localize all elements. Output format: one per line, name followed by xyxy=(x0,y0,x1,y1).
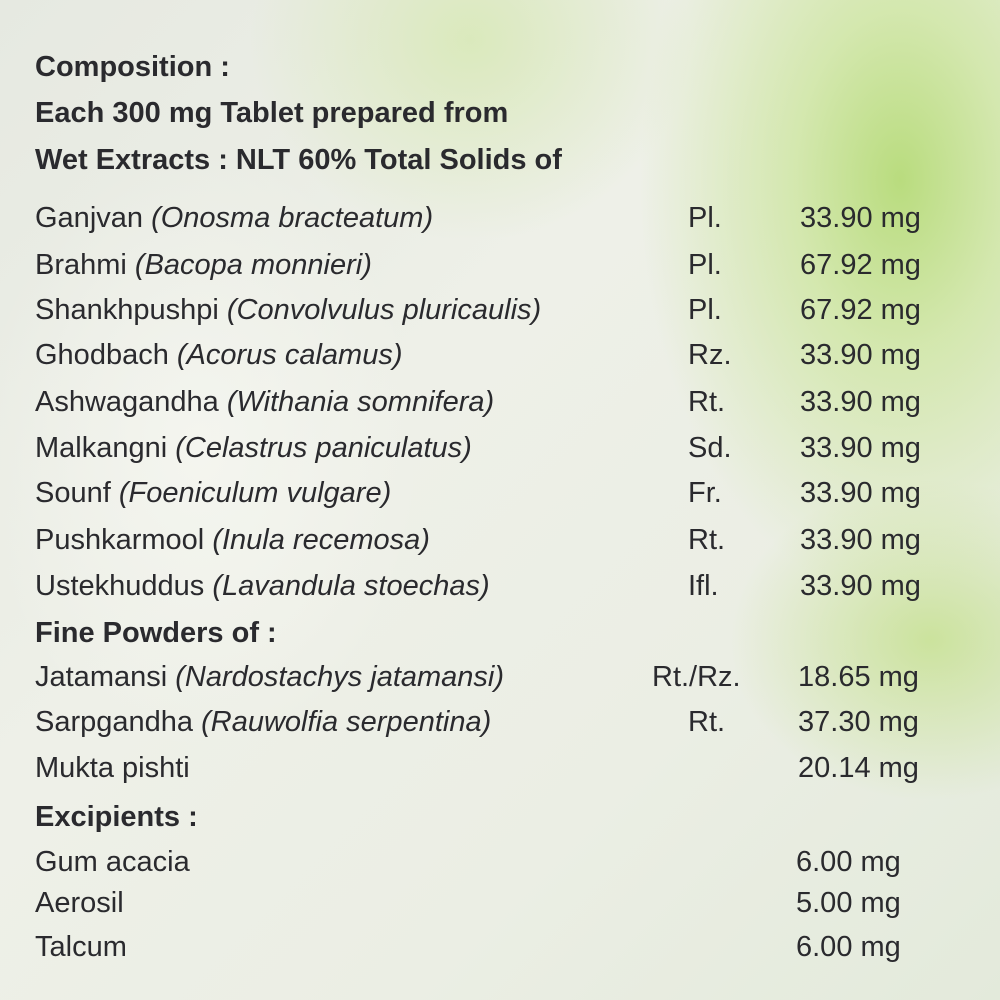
amount: 33.90 mg xyxy=(800,524,921,556)
common-name: Ashwagandha xyxy=(35,386,219,418)
ingredient-row: Sounf (Foeniculum vulgare) Fr. 33.90 mg xyxy=(0,473,1000,513)
amount: 33.90 mg xyxy=(800,432,921,464)
plant-part: Sd. xyxy=(688,432,732,464)
amount: 33.90 mg xyxy=(800,477,921,509)
ingredient-row: Talcum 6.00 mg xyxy=(0,927,1000,967)
common-name: Aerosil xyxy=(35,887,124,919)
latin-name: (Bacopa monnieri) xyxy=(134,249,372,281)
amount: 6.00 mg xyxy=(796,846,901,878)
ingredient-name: Aerosil xyxy=(35,883,124,923)
latin-name: (Withania somnifera) xyxy=(226,386,495,418)
common-name: Jatamansi xyxy=(35,661,168,693)
wet-extracts-heading: Wet Extracts : NLT 60% Total Solids of xyxy=(35,144,562,176)
plant-part: Rz. xyxy=(688,339,732,371)
common-name: Ganjvan xyxy=(35,202,144,234)
amount: 67.92 mg xyxy=(800,249,921,281)
amount: 18.65 mg xyxy=(798,661,919,693)
common-name: Gum acacia xyxy=(35,846,190,878)
ingredient-name: Ustekhuddus (Lavandula stoechas) xyxy=(35,566,490,606)
plant-part: Rt. xyxy=(688,524,726,556)
common-name: Sounf xyxy=(35,477,111,509)
latin-name: (Nardostachys jatamansi) xyxy=(175,661,505,693)
latin-name: (Onosma bracteatum) xyxy=(151,202,434,234)
plant-part: Pl. xyxy=(688,249,722,281)
plant-part: Pl. xyxy=(688,202,722,234)
ingredient-row: Sarpgandha (Rauwolfia serpentina) Rt. 37.3… xyxy=(0,702,1000,742)
common-name: Sarpgandha xyxy=(35,706,194,738)
latin-name: (Acorus calamus) xyxy=(176,339,403,371)
common-name: Pushkarmool xyxy=(35,524,205,556)
excipients-heading: Excipients : xyxy=(35,801,198,833)
ingredient-row: Ghodbach (Acorus calamus) Rz. 33.90 mg xyxy=(0,335,1000,375)
ingredient-name: Brahmi (Bacopa monnieri) xyxy=(35,245,372,285)
common-name: Malkangni xyxy=(35,432,168,464)
plant-part: Ifl. xyxy=(688,570,719,602)
plant-part: Rt. xyxy=(688,706,726,738)
amount: 5.00 mg xyxy=(796,887,901,919)
latin-name: (Celastrus paniculatus) xyxy=(175,432,472,464)
plant-part: Fr. xyxy=(688,477,722,509)
ingredient-row: Aerosil 5.00 mg xyxy=(0,883,1000,923)
common-name: Brahmi xyxy=(35,249,127,281)
ingredient-row: Jatamansi (Nardostachys jatamansi) Rt./Rz… xyxy=(0,657,1000,697)
amount: 37.30 mg xyxy=(798,706,919,738)
latin-name: (Foeniculum vulgare) xyxy=(118,477,392,509)
amount: 33.90 mg xyxy=(800,386,921,418)
ingredient-row: Gum acacia 6.00 mg xyxy=(0,842,1000,882)
amount: 67.92 mg xyxy=(800,294,921,326)
plant-part: Rt./Rz. xyxy=(652,661,741,693)
latin-name: (Rauwolfia serpentina) xyxy=(201,706,492,738)
plant-part: Pl. xyxy=(688,294,722,326)
ingredient-name: Sarpgandha (Rauwolfia serpentina) xyxy=(35,702,491,742)
common-name: Ghodbach xyxy=(35,339,169,371)
common-name: Ustekhuddus xyxy=(35,570,205,602)
ingredient-row: Brahmi (Bacopa monnieri) Pl. 67.92 mg xyxy=(0,245,1000,285)
ingredient-name: Pushkarmool (Inula recemosa) xyxy=(35,520,430,560)
ingredient-row: Ashwagandha (Withania somnifera) Rt. 33.90… xyxy=(0,382,1000,422)
ingredient-name: Malkangni (Celastrus paniculatus) xyxy=(35,428,472,468)
ingredient-name: Ashwagandha (Withania somnifera) xyxy=(35,382,494,422)
common-name: Mukta pishti xyxy=(35,752,190,784)
ingredient-name: Gum acacia xyxy=(35,842,190,882)
fine-powders-heading: Fine Powders of : xyxy=(35,617,277,649)
ingredient-row: Ustekhuddus (Lavandula stoechas) Ifl. 33.9… xyxy=(0,566,1000,606)
composition-title: Composition : xyxy=(35,51,230,83)
latin-name: (Lavandula stoechas) xyxy=(212,570,490,602)
ingredient-row: Pushkarmool (Inula recemosa) Rt. 33.90 mg xyxy=(0,520,1000,560)
latin-name: (Convolvulus pluricaulis) xyxy=(226,294,542,326)
ingredient-row: Shankhpushpi (Convolvulus pluricaulis) Pl… xyxy=(0,290,1000,330)
amount: 33.90 mg xyxy=(800,339,921,371)
amount: 33.90 mg xyxy=(800,202,921,234)
ingredient-row: Ganjvan (Onosma bracteatum) Pl. 33.90 mg xyxy=(0,198,1000,238)
ingredient-name: Sounf (Foeniculum vulgare) xyxy=(35,473,391,513)
amount: 20.14 mg xyxy=(798,752,919,784)
latin-name: (Inula recemosa) xyxy=(212,524,430,556)
ingredient-name: Mukta pishti xyxy=(35,748,190,788)
common-name: Shankhpushpi xyxy=(35,294,219,326)
ingredient-name: Jatamansi (Nardostachys jatamansi) xyxy=(35,657,504,697)
tablet-description: Each 300 mg Tablet prepared from xyxy=(35,97,509,129)
amount: 33.90 mg xyxy=(800,570,921,602)
ingredient-name: Ghodbach (Acorus calamus) xyxy=(35,335,403,375)
ingredient-name: Talcum xyxy=(35,927,127,967)
ingredient-name: Shankhpushpi (Convolvulus pluricaulis) xyxy=(35,290,541,330)
ingredient-row: Malkangni (Celastrus paniculatus) Sd. 33.9… xyxy=(0,428,1000,468)
plant-part: Rt. xyxy=(688,386,726,418)
amount: 6.00 mg xyxy=(796,931,901,963)
common-name: Talcum xyxy=(35,931,127,963)
ingredient-name: Ganjvan (Onosma bracteatum) xyxy=(35,198,433,238)
ingredient-row: Mukta pishti 20.14 mg xyxy=(0,748,1000,788)
